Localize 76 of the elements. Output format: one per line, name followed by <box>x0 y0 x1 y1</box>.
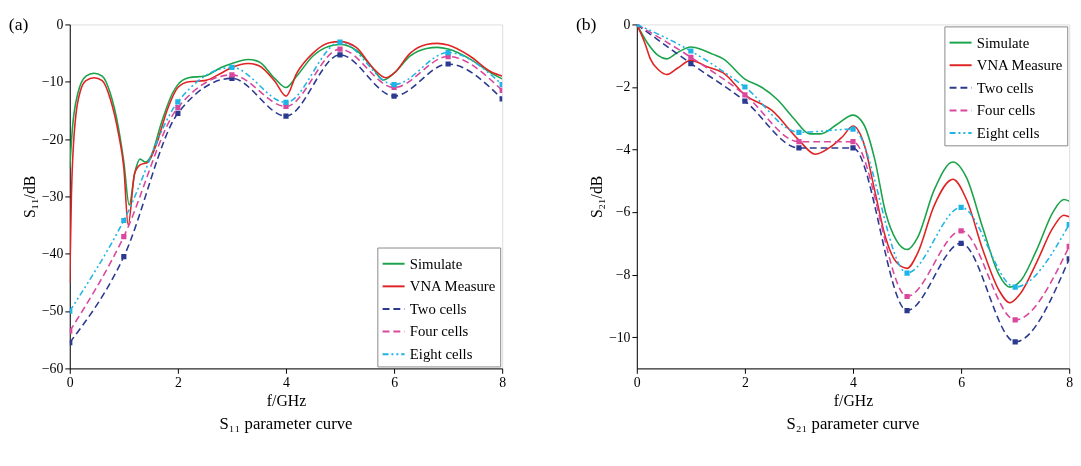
point <box>796 145 802 151</box>
point <box>1012 339 1018 345</box>
y-tick-label: −10 <box>608 329 631 345</box>
legend-label: Simulate <box>409 255 463 272</box>
text: S₁₁ parameter curve <box>219 414 353 434</box>
point <box>796 129 802 135</box>
point <box>1012 284 1018 290</box>
legend-label: Four cells <box>976 102 1036 119</box>
point <box>850 139 856 145</box>
text: (b) <box>575 14 597 35</box>
point <box>121 254 127 260</box>
point <box>445 61 451 67</box>
point <box>688 48 694 54</box>
y-tick-label: 0 <box>56 16 64 32</box>
legend-label: Two cells <box>976 79 1034 96</box>
x-tick-label: 8 <box>1066 374 1074 390</box>
y-tick-label: −8 <box>615 267 631 283</box>
text: S₂₁ parameter curve <box>786 414 920 434</box>
x-axis-title: f/GHz <box>266 392 307 410</box>
y-tick-label: 0 <box>623 16 631 32</box>
x-tick-label: 2 <box>174 374 182 390</box>
y-axis-title: S₂₁/dB <box>588 175 606 219</box>
y-tick-label: −60 <box>41 360 64 376</box>
legend-label: Simulate <box>976 34 1030 51</box>
point <box>175 99 181 105</box>
point <box>283 99 289 106</box>
point <box>229 64 235 71</box>
x-tick-label: 2 <box>741 374 749 390</box>
point <box>688 60 694 67</box>
x-axis-title: f/GHz <box>833 392 874 410</box>
y-tick-label: −10 <box>41 74 64 90</box>
point <box>904 270 910 276</box>
y-tick-label: −50 <box>41 303 64 319</box>
point <box>904 307 910 314</box>
y-tick-label: −20 <box>41 131 64 147</box>
y-tick-label: −30 <box>41 188 64 204</box>
point <box>337 52 343 58</box>
point <box>121 233 127 240</box>
legend-label: VNA Measure <box>976 57 1063 74</box>
text: (a) <box>8 14 29 35</box>
y-axis-title: S₁₁/dB <box>20 175 38 219</box>
y-tick-label: −6 <box>615 204 631 220</box>
legend-label: VNA Measure <box>409 278 496 295</box>
point <box>283 113 289 119</box>
point <box>445 49 451 56</box>
point <box>958 240 964 246</box>
legend-label: Eight cells <box>976 124 1040 141</box>
y-tick-label: −2 <box>615 79 631 95</box>
legend-label: Eight cells <box>409 346 473 363</box>
point <box>958 204 964 210</box>
x-tick-label: 4 <box>283 374 291 390</box>
x-tick-label: 6 <box>391 374 399 390</box>
legend-label: Two cells <box>409 300 467 317</box>
point <box>337 46 343 52</box>
point <box>391 93 397 99</box>
point <box>850 126 856 132</box>
y-tick-label: −4 <box>615 141 631 157</box>
point <box>742 98 748 104</box>
x-tick-label: 4 <box>850 374 858 390</box>
x-tick-label: 6 <box>958 374 966 390</box>
x-tick-label: 0 <box>66 374 74 390</box>
point <box>175 104 181 111</box>
x-tick-label: 0 <box>633 374 641 390</box>
point <box>121 217 127 224</box>
point <box>688 54 694 60</box>
y-tick-label: −40 <box>41 246 64 262</box>
point <box>742 84 748 90</box>
point <box>1012 317 1018 323</box>
point <box>904 293 910 300</box>
point <box>742 92 748 98</box>
x-tick-label: 8 <box>499 374 507 390</box>
point <box>337 39 343 45</box>
point <box>850 145 856 151</box>
legend-label: Four cells <box>409 323 469 340</box>
point <box>958 228 964 234</box>
point <box>796 139 802 145</box>
